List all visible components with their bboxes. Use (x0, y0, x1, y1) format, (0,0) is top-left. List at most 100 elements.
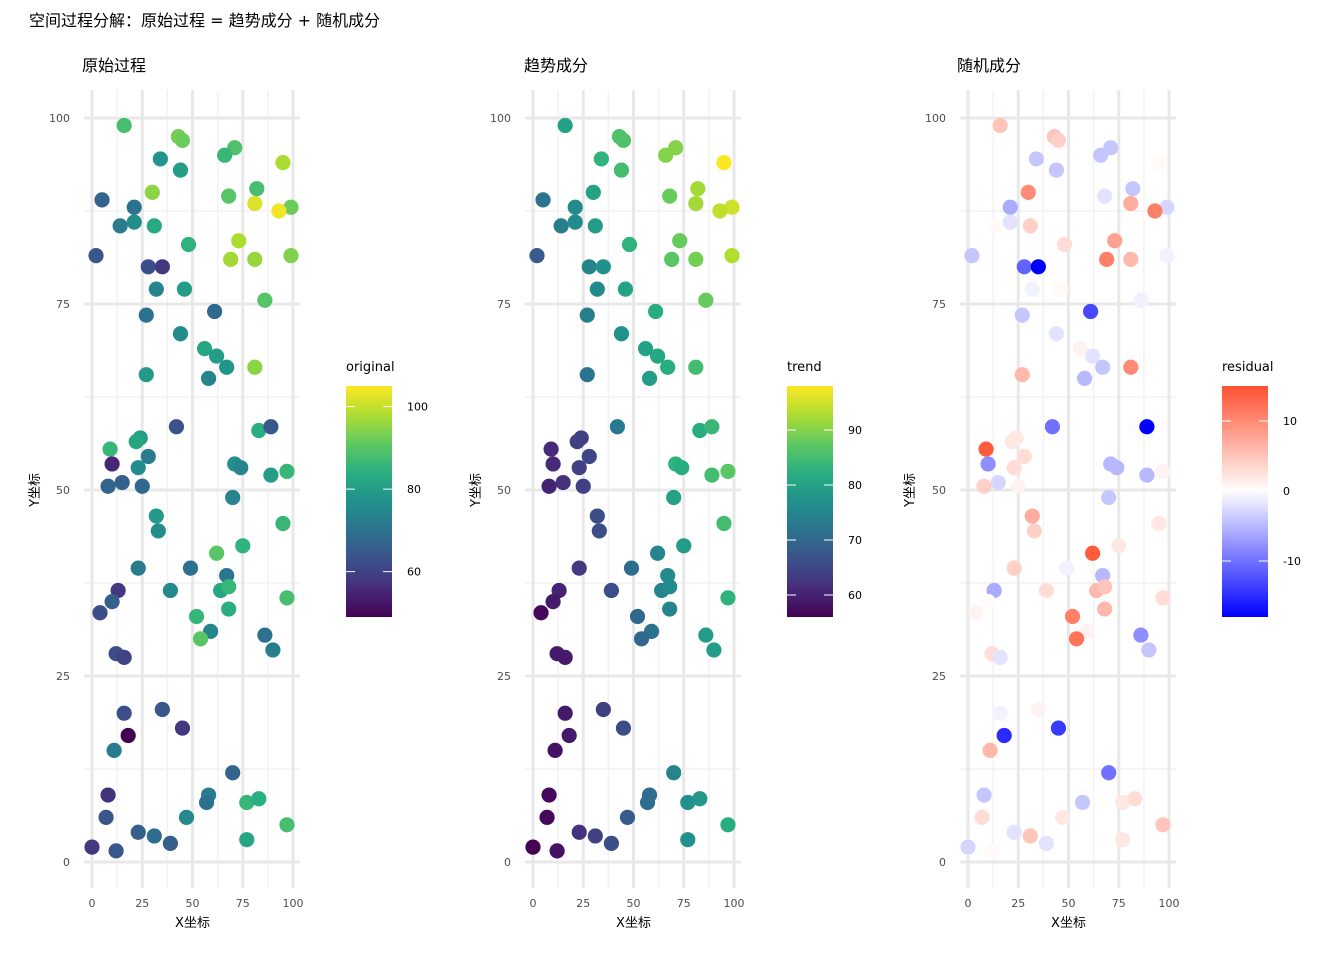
data-point (543, 441, 559, 457)
data-point (225, 765, 241, 781)
data-point (547, 742, 563, 759)
data-point (1123, 359, 1139, 375)
data-point (1024, 508, 1040, 524)
data-point (724, 199, 740, 215)
data-point (1048, 162, 1065, 178)
data-point (130, 560, 146, 576)
data-point (571, 824, 587, 840)
data-point (104, 456, 120, 472)
data-point (672, 233, 688, 249)
legend-tick-label: 0 (1283, 485, 1290, 498)
data-point (239, 832, 255, 848)
data-point (662, 579, 678, 595)
y-tick-label: 50 (497, 484, 511, 497)
data-point (1006, 460, 1022, 476)
data-point (1109, 460, 1125, 476)
data-point (637, 341, 654, 357)
data-point (251, 791, 267, 807)
data-point (235, 538, 251, 554)
data-point (688, 251, 704, 267)
data-point (980, 456, 996, 472)
data-point (1054, 809, 1071, 825)
data-point (130, 460, 146, 476)
y-tick-label: 100 (925, 112, 946, 125)
data-point (968, 605, 984, 621)
data-point (1141, 642, 1157, 658)
data-point (271, 203, 287, 219)
data-point (557, 117, 573, 134)
data-point (138, 367, 154, 383)
data-point (140, 448, 156, 465)
data-point (1004, 434, 1020, 450)
data-point (98, 809, 114, 825)
data-point (1006, 824, 1022, 840)
x-axis-label: X坐标 (175, 916, 210, 931)
data-point (617, 281, 634, 297)
data-point (94, 192, 110, 208)
data-point (666, 765, 682, 781)
data-point (188, 608, 205, 625)
colorbar-legend: residual 10 0 -10 (1222, 360, 1301, 617)
figure-suptitle: 空间过程分解：原始过程 = 趋势成分 + 随机成分 (29, 11, 380, 30)
data-point (1016, 259, 1032, 275)
data-point (692, 791, 708, 807)
y-tick-label: 75 (56, 298, 70, 311)
data-point (178, 809, 195, 825)
x-tick-label: 50 (1062, 897, 1076, 910)
data-point (982, 742, 998, 759)
data-point (1026, 523, 1042, 539)
data-point (1125, 181, 1141, 197)
data-point (978, 441, 994, 457)
data-point (223, 251, 239, 267)
colorbar (346, 386, 392, 617)
data-point (154, 701, 170, 718)
data-point (650, 545, 666, 561)
x-tick-label: 75 (1112, 897, 1126, 910)
data-point (575, 478, 591, 494)
data-point (1099, 251, 1115, 267)
data-point (116, 649, 132, 666)
data-point (180, 236, 197, 253)
data-point (168, 419, 185, 435)
data-point (116, 705, 132, 721)
y-axis-label: Y坐标 (469, 473, 484, 508)
data-point (1044, 419, 1061, 435)
data-point (134, 478, 150, 494)
data-point (724, 248, 740, 264)
data-point (589, 281, 605, 297)
legend-tick-label: 100 (407, 401, 428, 414)
x-tick-label: 50 (186, 897, 200, 910)
data-point (1085, 545, 1101, 561)
data-point (1127, 422, 1143, 439)
data-point (225, 489, 241, 506)
data-point (172, 162, 189, 178)
data-point (549, 843, 565, 859)
data-point (545, 456, 561, 472)
y-tick-label: 0 (504, 856, 511, 869)
data-point (551, 582, 567, 599)
data-point (1111, 538, 1127, 554)
data-point (104, 594, 120, 610)
data-point (257, 627, 273, 643)
data-point (174, 132, 191, 148)
data-point (162, 582, 178, 599)
data-point (1030, 701, 1046, 718)
data-point (279, 463, 295, 479)
data-point (283, 248, 299, 264)
data-point (172, 326, 189, 342)
data-point (92, 605, 108, 621)
data-point (623, 560, 640, 576)
data-point (561, 727, 577, 744)
data-point (275, 515, 291, 532)
data-point (1085, 348, 1101, 364)
data-point (984, 843, 1000, 859)
x-tick-label: 25 (1011, 897, 1025, 910)
data-point (1083, 303, 1099, 320)
data-point (1076, 370, 1093, 386)
data-point (579, 307, 595, 323)
data-point (1024, 281, 1040, 297)
data-point (249, 181, 265, 197)
data-point (988, 218, 1004, 234)
legend-title: residual (1222, 360, 1274, 375)
